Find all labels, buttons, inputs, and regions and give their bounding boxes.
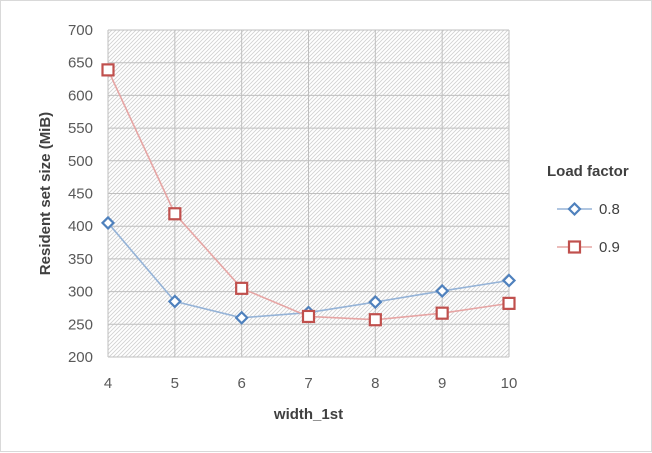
data-point	[100, 215, 116, 230]
gridlines	[107, 29, 510, 358]
y-tick-label: 450	[68, 186, 93, 203]
x-tick-label: 7	[304, 375, 312, 392]
x-tick-label: 5	[171, 375, 179, 392]
x-axis-title: width_1st	[273, 406, 343, 423]
y-tick-label: 700	[68, 22, 93, 39]
data-point	[234, 310, 249, 325]
y-axis-ticks: 200 250 300 350 400 450 500 550 600 650 700	[68, 22, 93, 366]
y-tick-label: 300	[68, 284, 93, 301]
data-point	[368, 313, 382, 327]
y-tick-label: 550	[68, 120, 93, 137]
y-tick-label: 200	[68, 349, 93, 366]
data-point	[167, 294, 182, 309]
data-point	[368, 295, 383, 310]
legend-entry: 0.8	[557, 201, 620, 218]
x-tick-label: 4	[104, 375, 112, 392]
x-tick-label: 9	[438, 375, 446, 392]
legend-marker	[567, 240, 582, 254]
y-tick-label: 400	[68, 218, 93, 235]
y-tick-label: 500	[68, 153, 93, 170]
data-point	[301, 309, 316, 324]
data-point	[168, 207, 182, 221]
x-tick-label: 10	[501, 375, 518, 392]
series-2	[101, 63, 516, 327]
data-point	[435, 306, 449, 320]
y-axis-title: Resident set size (MiB)	[37, 112, 54, 275]
x-tick-label: 8	[371, 375, 379, 392]
y-tick-label: 350	[68, 251, 93, 268]
x-tick-label: 6	[237, 375, 245, 392]
legend: Load factor 0.8 0.9	[547, 163, 629, 256]
y-tick-label: 600	[68, 87, 93, 104]
y-tick-label: 650	[68, 55, 93, 72]
legend-label: 0.9	[599, 239, 620, 256]
data-point	[501, 273, 517, 288]
legend-label: 0.8	[599, 201, 620, 218]
legend-title: Load factor	[547, 163, 629, 180]
data-point	[435, 283, 450, 299]
data-point	[502, 296, 516, 310]
x-axis-ticks: 4 5 6 7 8 9 10	[104, 375, 518, 392]
data-point	[235, 281, 249, 295]
series-layer	[100, 63, 517, 327]
legend-entry: 0.9	[557, 239, 620, 256]
legend-marker	[567, 201, 582, 217]
data-point	[101, 63, 115, 77]
y-tick-label: 250	[68, 316, 93, 333]
